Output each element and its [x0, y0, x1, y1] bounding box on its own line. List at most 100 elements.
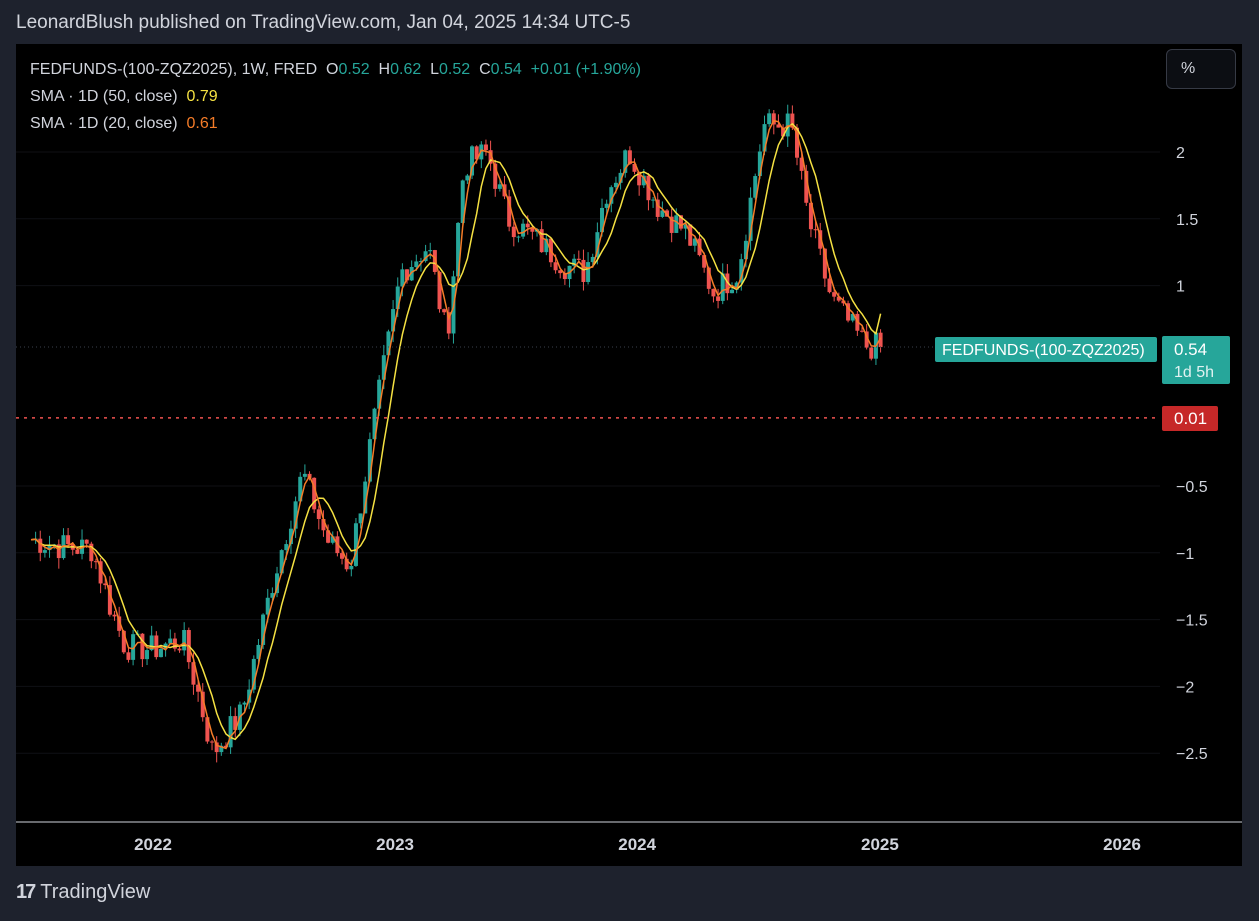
- candle-body: [196, 684, 201, 692]
- chart-pane[interactable]: [16, 44, 1242, 866]
- candle: [576, 250, 581, 261]
- candle-body: [734, 282, 739, 290]
- candle: [298, 472, 303, 503]
- candle-body: [706, 267, 711, 289]
- candle: [302, 464, 307, 481]
- candle: [516, 235, 521, 243]
- grid: [16, 151, 1160, 754]
- candle: [386, 329, 391, 356]
- candle-body: [242, 702, 247, 705]
- candle-body: [219, 745, 224, 753]
- candle-body: [377, 379, 382, 409]
- candle-body: [627, 150, 632, 164]
- legend-sma50-value: 0.79: [186, 88, 218, 105]
- candle-body: [799, 157, 804, 171]
- legend-symbol[interactable]: FEDFUNDS-(100-ZQZ2025), 1W, FRED: [30, 61, 318, 78]
- candle-body: [353, 523, 358, 566]
- legend-sma20-value: 0.61: [186, 115, 218, 132]
- candle: [172, 632, 177, 652]
- sma50-line: [30, 122, 882, 741]
- candle-body: [349, 565, 354, 570]
- candle: [275, 566, 280, 598]
- y-tick-label: 1.5: [1176, 212, 1198, 229]
- percent-scale-button[interactable]: %: [1166, 49, 1236, 89]
- legend-sma50-label[interactable]: SMA · 1D (50, close): [30, 88, 178, 105]
- candle-body: [818, 230, 823, 249]
- candle-body: [669, 216, 674, 233]
- candle-body: [511, 226, 516, 238]
- candle-body: [716, 296, 721, 301]
- candle-body: [405, 269, 410, 281]
- candle-body: [89, 543, 94, 562]
- x-tick-label: 2026: [1103, 835, 1141, 854]
- candle: [405, 269, 410, 284]
- candle-body: [600, 207, 605, 233]
- candle: [623, 149, 628, 178]
- candle-body: [358, 513, 363, 524]
- candle: [655, 192, 660, 222]
- candle-body: [251, 658, 256, 690]
- candle-body: [470, 146, 475, 176]
- candle-body: [808, 202, 813, 230]
- candle: [182, 622, 187, 656]
- candle-body: [702, 255, 707, 268]
- candle-body: [743, 240, 748, 260]
- candle-body: [312, 477, 317, 510]
- candle: [753, 173, 758, 200]
- candle: [145, 645, 150, 666]
- candle: [47, 535, 52, 558]
- candle: [61, 528, 66, 560]
- candle-body: [414, 261, 419, 267]
- candle: [688, 224, 693, 246]
- candle: [344, 552, 349, 572]
- tradingview-logo[interactable]: 17 TradingView: [16, 881, 150, 904]
- candle: [414, 254, 419, 271]
- legend-sma20-row[interactable]: SMA · 1D (20, close) 0.61: [30, 110, 641, 137]
- candle: [511, 221, 516, 247]
- candle: [470, 145, 475, 180]
- candle-body: [47, 545, 52, 551]
- candle: [200, 683, 205, 722]
- candle: [321, 510, 326, 537]
- candle: [497, 179, 502, 192]
- candle-body: [595, 232, 600, 257]
- candle-body: [284, 544, 289, 551]
- candle-body: [776, 124, 781, 128]
- candle: [349, 559, 354, 577]
- candle-body: [822, 248, 827, 279]
- candle-body: [391, 309, 396, 332]
- candle-body: [340, 553, 345, 559]
- candle-body: [521, 223, 526, 237]
- x-tick-label: 2022: [134, 835, 172, 854]
- candle-body: [247, 689, 252, 703]
- price-tag-box[interactable]: [1162, 336, 1230, 384]
- y-tick-label: −2.5: [1176, 746, 1208, 763]
- candle-body: [42, 550, 47, 553]
- candle-body: [581, 259, 586, 282]
- candle-body: [66, 535, 71, 545]
- candle-body: [386, 331, 391, 356]
- candle: [669, 208, 674, 243]
- candle-body: [785, 113, 790, 137]
- candle-body: [442, 309, 447, 313]
- sma20-line: [30, 119, 882, 750]
- candle: [860, 327, 865, 333]
- price-tag-value: 0.54: [1174, 340, 1207, 359]
- symbol-tag-box[interactable]: [935, 337, 1157, 362]
- legend-symbol-row[interactable]: FEDFUNDS-(100-ZQZ2025), 1W, FRED O0.52 H…: [30, 56, 641, 83]
- candle-body: [739, 259, 744, 283]
- candle-body: [395, 286, 400, 310]
- change-tag-box[interactable]: [1162, 406, 1218, 431]
- legend-sma20-label[interactable]: SMA · 1D (20, close): [30, 115, 178, 132]
- candle-body: [149, 635, 154, 651]
- candle-body: [483, 144, 488, 151]
- candle-body: [618, 172, 623, 183]
- candle: [312, 477, 317, 514]
- candle: [776, 114, 781, 128]
- candle-body: [158, 648, 163, 658]
- legend-sma50-row[interactable]: SMA · 1D (50, close) 0.79: [30, 83, 641, 110]
- candle: [228, 706, 233, 754]
- candle-body: [228, 716, 233, 748]
- candle-body: [813, 229, 818, 231]
